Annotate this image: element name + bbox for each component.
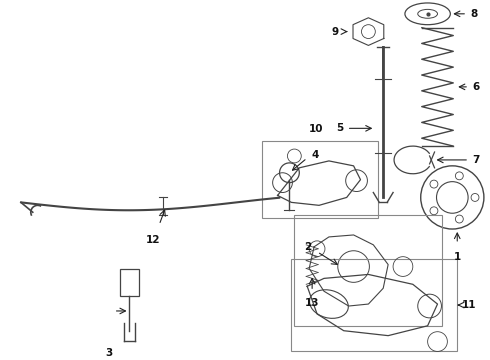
Text: 13: 13 [305,298,319,308]
Text: 2: 2 [304,242,311,252]
Bar [262,141,378,218]
Text: 9: 9 [332,27,339,37]
Text: 6: 6 [472,82,479,92]
Text: 11: 11 [462,300,477,310]
Text: 3: 3 [105,348,112,359]
Text: 8: 8 [470,9,477,19]
Text: 12: 12 [146,235,160,245]
Text: 10: 10 [309,124,323,134]
Text: 1: 1 [454,252,461,262]
Text: 4: 4 [311,150,318,160]
Bar [294,215,442,326]
Text: 5: 5 [337,123,343,133]
Bar [120,269,139,296]
Text: 7: 7 [472,155,479,165]
Bar [292,258,457,351]
